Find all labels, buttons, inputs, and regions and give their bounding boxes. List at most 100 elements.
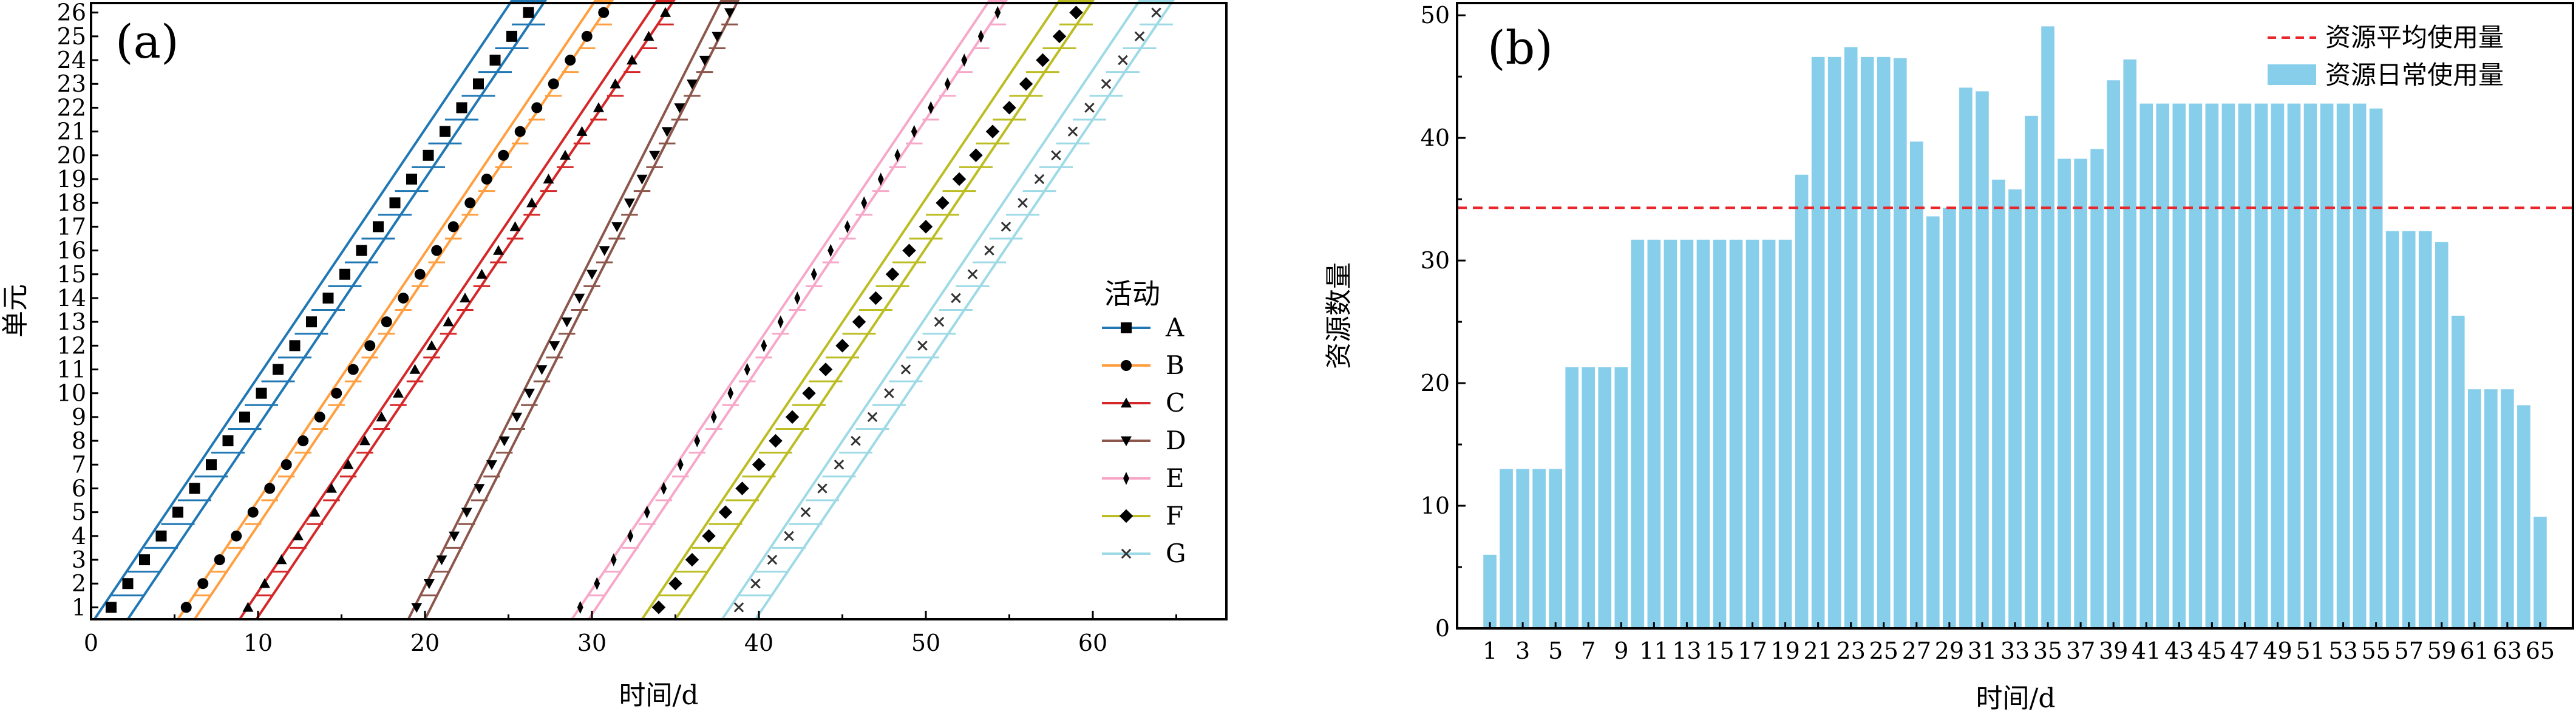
a-x-axis-label: 时间/d <box>619 680 699 711</box>
a-legend-marker-D <box>1121 436 1132 446</box>
b-bar-day-49 <box>2271 103 2285 628</box>
a-point-C-2 <box>259 578 270 588</box>
a-legend-marker-B <box>1121 360 1132 371</box>
a-point-F-5 <box>718 505 733 519</box>
a-point-F-14 <box>869 291 883 305</box>
a-point-E-21 <box>911 124 917 138</box>
a-point-E-6 <box>661 481 667 495</box>
b-x-tick-label: 3 <box>1515 637 1530 664</box>
a-point-B-17 <box>447 221 459 233</box>
b-bar-day-30 <box>1959 87 1973 629</box>
a-point-C-21 <box>576 126 588 136</box>
a-x-tick-label: 60 <box>1078 630 1107 656</box>
a-point-B-16 <box>431 245 443 256</box>
a-point-D-25 <box>712 32 723 42</box>
a-point-A-12 <box>289 340 301 352</box>
a-legend-label: G <box>1166 539 1186 568</box>
a-point-C-16 <box>493 245 504 255</box>
b-x-tick-label: 25 <box>1869 637 1898 664</box>
a-point-E-20 <box>894 149 901 162</box>
a-point-F-18 <box>936 195 950 210</box>
a-y-tick-label: 18 <box>57 189 86 216</box>
a-point-E-10 <box>727 386 734 400</box>
a-legend-title: 活动 <box>1104 277 1160 310</box>
a-point-G-9 <box>867 412 878 423</box>
b-x-tick-label: 49 <box>2263 637 2292 664</box>
b-bar-day-65 <box>2534 517 2547 628</box>
panel-a-tag: (a) <box>115 15 179 69</box>
a-point-B-20 <box>498 149 509 161</box>
a-x-tick-label: 10 <box>243 630 273 656</box>
b-bar-day-31 <box>1976 91 1989 629</box>
a-point-G-6 <box>817 483 828 494</box>
a-y-tick-label: 24 <box>57 47 86 73</box>
a-point-B-10 <box>331 387 342 399</box>
a-point-D-3 <box>436 555 447 566</box>
b-y-tick-label: 40 <box>1421 124 1450 151</box>
a-point-E-8 <box>694 434 701 447</box>
b-bar-day-12 <box>1664 239 1677 628</box>
b-bar-day-6 <box>1565 367 1579 628</box>
b-y-tick-label: 50 <box>1421 2 1450 29</box>
a-point-D-18 <box>624 198 635 209</box>
a-point-B-25 <box>581 30 593 42</box>
a-point-A-24 <box>489 55 501 66</box>
b-bar-day-37 <box>2074 158 2087 628</box>
a-point-E-16 <box>828 243 834 257</box>
a-point-E-7 <box>677 458 684 472</box>
b-x-tick-label: 55 <box>2361 637 2390 664</box>
a-point-C-24 <box>627 55 637 65</box>
b-bar-day-44 <box>2189 103 2203 628</box>
a-y-tick-label: 1 <box>72 594 86 620</box>
a-point-B-11 <box>347 364 359 375</box>
b-x-tick-label: 53 <box>2328 637 2357 664</box>
a-point-G-4 <box>784 531 794 542</box>
a-y-tick-label: 13 <box>57 308 86 335</box>
a-point-A-19 <box>406 174 417 185</box>
a-point-E-14 <box>794 291 801 305</box>
a-point-E-2 <box>594 577 600 591</box>
b-bar-day-14 <box>1696 239 1710 628</box>
b-bar-day-62 <box>2484 389 2498 628</box>
a-legend-label: C <box>1166 388 1185 418</box>
a-point-C-1 <box>242 602 254 612</box>
a-y-axis-label: 单元 <box>0 284 31 338</box>
a-point-A-22 <box>456 102 467 114</box>
a-point-A-11 <box>273 364 284 375</box>
b-x-tick-label: 47 <box>2230 637 2259 664</box>
a-point-D-21 <box>661 127 673 137</box>
a-x-tick-label: 50 <box>911 630 940 656</box>
a-point-G-15 <box>967 269 978 280</box>
a-y-tick-label: 7 <box>72 451 86 478</box>
b-x-tick-label: 63 <box>2493 637 2522 664</box>
a-point-F-13 <box>852 314 866 329</box>
b-bar-day-10 <box>1631 239 1645 628</box>
a-point-D-1 <box>411 603 423 613</box>
a-point-A-9 <box>239 411 250 423</box>
a-point-D-22 <box>674 103 685 114</box>
b-bar-day-36 <box>2058 158 2071 628</box>
b-bar-day-21 <box>1811 56 1825 629</box>
a-legend-marker-G <box>1121 548 1132 559</box>
a-point-A-2 <box>122 578 134 590</box>
a-y-tick-label: 26 <box>57 0 86 26</box>
a-point-G-25 <box>1134 31 1145 42</box>
a-point-A-1 <box>106 602 117 613</box>
a-y-tick-label: 6 <box>72 475 86 501</box>
a-point-F-25 <box>1052 29 1067 44</box>
b-bar-day-39 <box>2107 80 2120 628</box>
a-legend-item-C: C <box>1102 388 1185 418</box>
a-point-C-19 <box>543 174 554 184</box>
a-point-B-24 <box>565 55 576 66</box>
a-point-G-26 <box>1151 7 1161 18</box>
a-point-A-13 <box>306 316 317 328</box>
b-bar-day-29 <box>1943 208 1956 628</box>
a-point-F-15 <box>885 267 900 282</box>
b-x-tick-label: 43 <box>2164 637 2194 664</box>
b-legend-item-daily: 资源日常使用量 <box>2268 60 2504 90</box>
a-y-tick-label: 22 <box>57 94 86 121</box>
b-bar-day-57 <box>2402 231 2416 628</box>
b-y-tick-label: 10 <box>1421 492 1450 519</box>
